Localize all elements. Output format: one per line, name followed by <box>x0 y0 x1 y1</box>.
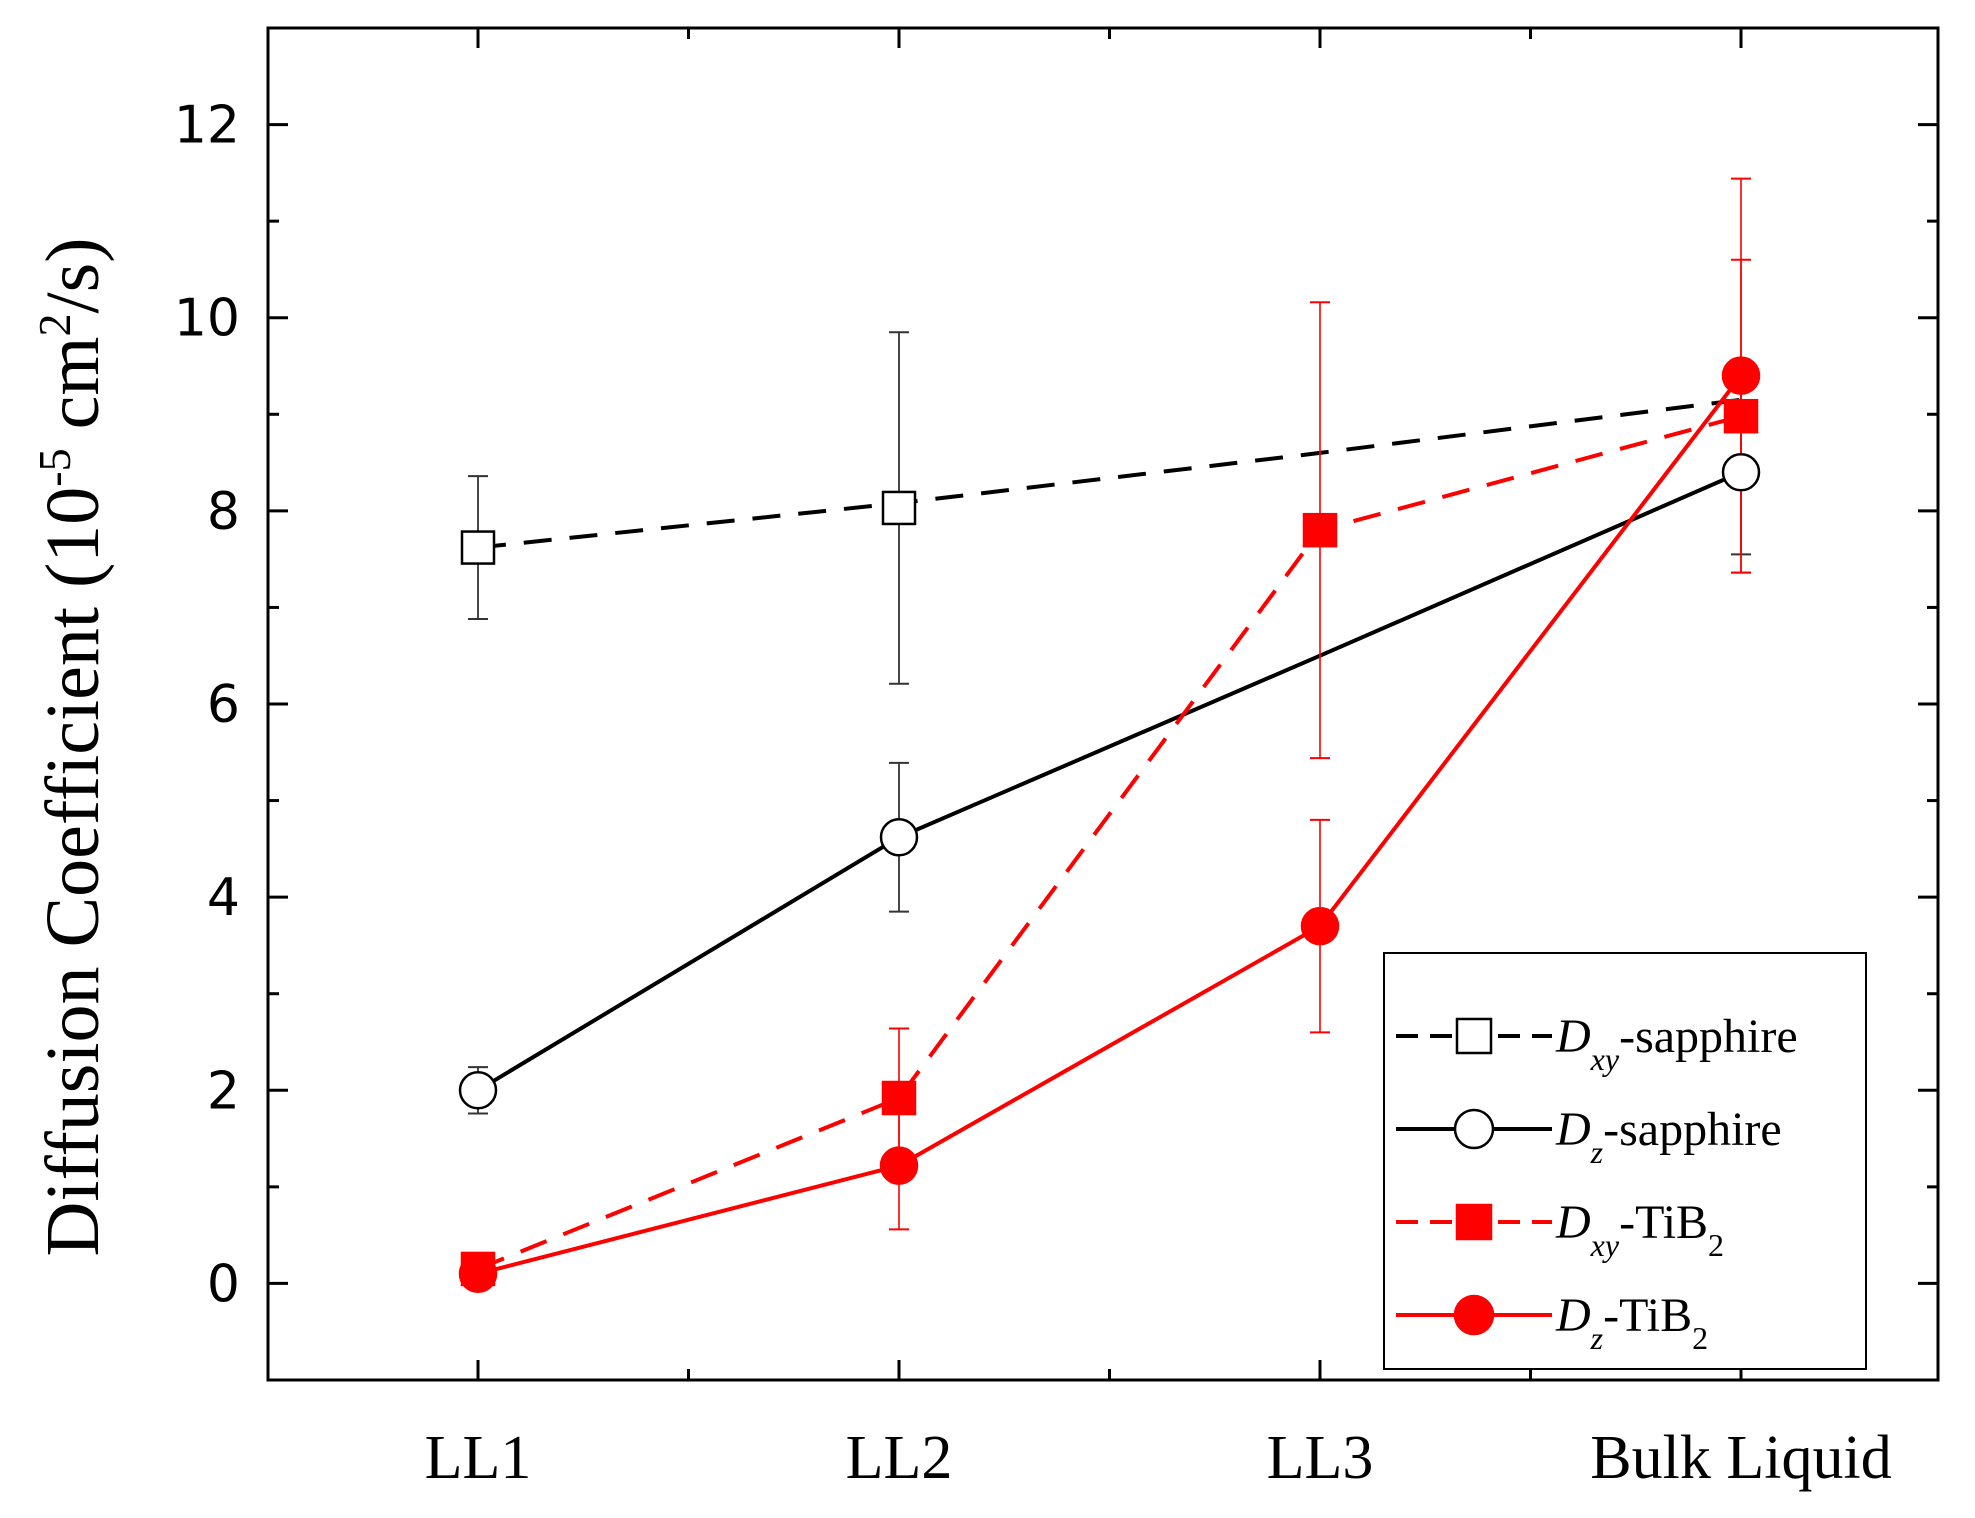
y-label-prefix: Diffusion Coefficient (10 <box>31 487 115 1257</box>
y-label-exponent: -5 <box>29 448 80 486</box>
series-line-dxy_tib2 <box>477 414 1742 1271</box>
legend-marker-dxy_sapphire <box>1455 1017 1493 1055</box>
legend-label-dz_tib2: Dz-TiB2 <box>1555 1289 1708 1356</box>
data-point-dxy_tib2 <box>881 1080 917 1116</box>
y-label-middle: cm <box>31 337 115 449</box>
y-tick-label: 2 <box>207 1061 240 1121</box>
data-point-dz_sapphire <box>879 818 919 857</box>
data-point-dxy_tib2 <box>1723 398 1759 434</box>
y-tick-label: 0 <box>207 1254 240 1314</box>
y-tick-label: 4 <box>207 868 240 928</box>
y-tick-label: 10 <box>174 289 240 349</box>
legend-marker-dxy_tib2 <box>1455 1203 1493 1241</box>
data-point-dz_tib2 <box>458 1254 498 1294</box>
legend-label-dz_sapphire: Dz-sapphire <box>1555 1103 1782 1170</box>
series-line-dxy_sapphire <box>477 397 1742 550</box>
y-tick-label: 12 <box>174 96 240 156</box>
legend: Dxy-sapphire Dz-sapphire Dxy-TiB2 Dz-TiB2 <box>1383 952 1867 1370</box>
legend-label-dxy_tib2: Dxy-TiB2 <box>1555 1196 1724 1263</box>
series-lines <box>476 374 1743 1276</box>
axes: 0 2 4 6 8 10 12 LL1 LL2 LL3 Bulk Liquid <box>174 26 1940 1492</box>
data-point-dz_tib2 <box>879 1146 919 1185</box>
data-point-dz_tib2 <box>1721 356 1761 395</box>
legend-marker-dz_tib2 <box>1453 1294 1495 1336</box>
data-point-dz_sapphire <box>1721 452 1761 492</box>
x-tick-label: Bulk Liquid <box>1590 1424 1891 1492</box>
y-tick-label: 8 <box>207 482 240 542</box>
data-point-dxy_sapphire <box>460 530 496 565</box>
data-point-dz_tib2 <box>1300 906 1340 946</box>
series-line-dz_sapphire <box>476 470 1742 1093</box>
legend-label-dxy_sapphire: Dxy-sapphire <box>1555 1010 1798 1077</box>
legend-marker-dz_sapphire <box>1453 1108 1495 1150</box>
y-tick-label: 6 <box>207 675 240 735</box>
y-label-exponent2: 2 <box>29 314 80 337</box>
y-axis-label: Diffusion Coefficient (10-5 cm2/s) <box>29 238 115 1257</box>
svg-text:Diffusion Coefficient (10-5 cm: Diffusion Coefficient (10-5 cm2/s) <box>29 238 115 1257</box>
x-tick-label: LL2 <box>846 1424 953 1492</box>
data-markers <box>458 356 1761 1294</box>
series-line-dz_tib2 <box>477 374 1743 1276</box>
data-point-dxy_tib2 <box>1302 512 1338 548</box>
data-point-dz_sapphire <box>458 1071 498 1110</box>
y-label-suffix: /s) <box>31 238 115 314</box>
x-tick-label: LL3 <box>1267 1424 1374 1492</box>
x-tick-label: LL1 <box>425 1424 532 1492</box>
data-point-dxy_sapphire <box>881 490 917 526</box>
